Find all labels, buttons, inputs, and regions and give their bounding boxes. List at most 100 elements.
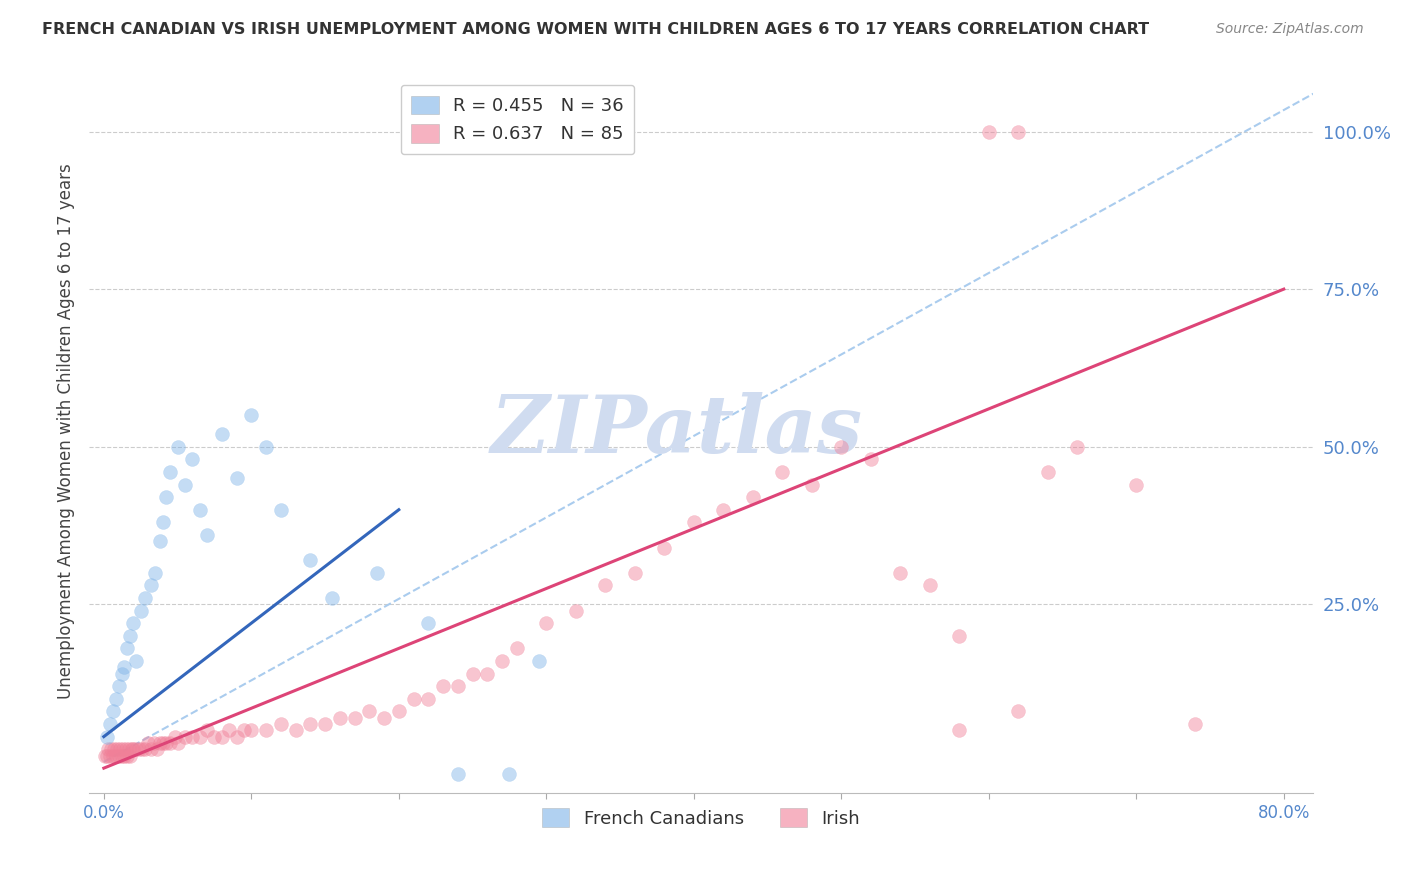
Point — [114, 660, 136, 674]
Point — [120, 748, 142, 763]
Point — [166, 736, 188, 750]
Point — [110, 666, 132, 681]
Point — [447, 679, 470, 693]
Point — [121, 742, 143, 756]
Point — [108, 742, 131, 756]
Point — [96, 730, 118, 744]
Text: ZIPatlas: ZIPatlas — [491, 392, 863, 470]
Point — [800, 477, 823, 491]
Point — [211, 427, 233, 442]
Point — [682, 516, 704, 530]
Point — [948, 723, 970, 738]
Point — [101, 705, 124, 719]
Point — [461, 666, 484, 681]
Point — [120, 629, 142, 643]
Point — [149, 534, 172, 549]
Point — [314, 717, 336, 731]
Point — [96, 748, 118, 763]
Point — [498, 767, 520, 781]
Point — [166, 440, 188, 454]
Point — [134, 591, 156, 605]
Point — [948, 629, 970, 643]
Point — [115, 742, 138, 756]
Point — [152, 516, 174, 530]
Point — [218, 723, 240, 738]
Point — [299, 553, 322, 567]
Y-axis label: Unemployment Among Women with Children Ages 6 to 17 years: Unemployment Among Women with Children A… — [58, 163, 75, 698]
Point — [101, 748, 124, 763]
Point — [105, 742, 128, 756]
Point — [491, 654, 513, 668]
Point — [830, 440, 852, 454]
Point — [447, 767, 470, 781]
Point — [98, 748, 121, 763]
Point — [254, 723, 277, 738]
Text: Source: ZipAtlas.com: Source: ZipAtlas.com — [1216, 22, 1364, 37]
Point — [402, 691, 425, 706]
Point — [741, 490, 763, 504]
Point — [107, 748, 129, 763]
Point — [343, 711, 366, 725]
Point — [1184, 717, 1206, 731]
Point — [131, 742, 153, 756]
Point — [254, 440, 277, 454]
Point — [155, 490, 177, 504]
Point — [321, 591, 343, 605]
Point — [122, 742, 145, 756]
Point — [225, 730, 247, 744]
Point — [711, 502, 734, 516]
Point — [1036, 465, 1059, 479]
Point — [146, 742, 169, 756]
Point — [418, 616, 440, 631]
Point — [506, 641, 529, 656]
Point — [299, 717, 322, 731]
Point — [117, 748, 139, 763]
Point — [284, 723, 307, 738]
Point — [225, 471, 247, 485]
Point — [143, 736, 166, 750]
Point — [188, 730, 211, 744]
Point — [114, 748, 136, 763]
Point — [270, 717, 292, 731]
Point — [149, 736, 172, 750]
Point — [139, 742, 162, 756]
Point — [859, 452, 882, 467]
Point — [527, 654, 550, 668]
Point — [155, 736, 177, 750]
Point — [623, 566, 645, 580]
Point — [122, 616, 145, 631]
Point — [128, 742, 150, 756]
Point — [159, 736, 181, 750]
Point — [159, 465, 181, 479]
Point — [104, 691, 127, 706]
Point — [118, 742, 141, 756]
Point — [181, 452, 204, 467]
Point — [139, 578, 162, 592]
Point — [359, 705, 381, 719]
Point — [204, 730, 226, 744]
Point — [418, 691, 440, 706]
Point — [652, 541, 675, 555]
Point — [174, 730, 197, 744]
Point — [125, 742, 148, 756]
Point — [536, 616, 558, 631]
Point — [366, 566, 388, 580]
Point — [240, 723, 263, 738]
Point — [770, 465, 793, 479]
Point — [111, 742, 134, 756]
Point — [145, 566, 167, 580]
Point — [373, 711, 395, 725]
Point — [174, 477, 197, 491]
Point — [134, 742, 156, 756]
Point — [1007, 124, 1029, 138]
Point — [110, 748, 132, 763]
Point — [270, 502, 292, 516]
Point — [136, 736, 159, 750]
Point — [100, 742, 122, 756]
Point — [107, 679, 129, 693]
Point — [232, 723, 254, 738]
Text: FRENCH CANADIAN VS IRISH UNEMPLOYMENT AMONG WOMEN WITH CHILDREN AGES 6 TO 17 YEA: FRENCH CANADIAN VS IRISH UNEMPLOYMENT AM… — [42, 22, 1149, 37]
Point — [195, 723, 218, 738]
Point — [129, 603, 152, 617]
Point — [477, 666, 499, 681]
